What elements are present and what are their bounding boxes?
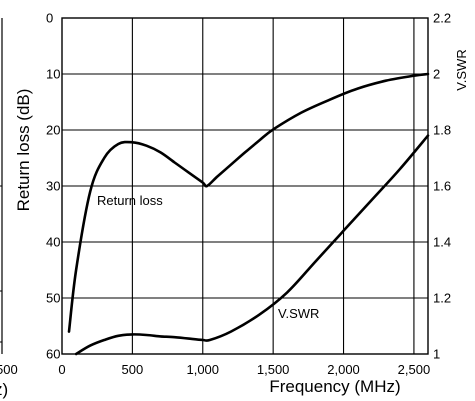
right-y-tick-label: 1.4: [433, 235, 451, 250]
x-axis-ticks: 0 500 1,000 1,500 2,000 2,500: [58, 362, 430, 377]
right-y-tick-label: 1.6: [433, 179, 451, 194]
left-panel-x-axis-title: z): [0, 380, 8, 399]
x-tick-label: 2,500: [398, 362, 431, 377]
left-y-tick-label: 60: [46, 347, 60, 362]
grid: [62, 18, 428, 354]
left-panel-fragment: 500 z): [0, 18, 18, 399]
left-y-axis-title: Return loss (dB): [14, 89, 33, 212]
right-y-tick-label: 2.2: [433, 11, 451, 26]
x-tick-label: 1,000: [186, 362, 219, 377]
right-y-tick-label: 2: [433, 67, 440, 82]
right-y-axis-ticks: 1 1.2 1.4 1.6 1.8 2 2.2: [433, 11, 451, 362]
x-tick-label: 2,000: [327, 362, 360, 377]
x-axis-title: Frequency (MHz): [269, 377, 400, 396]
left-y-tick-label: 30: [46, 179, 60, 194]
plot-frame: [61, 17, 429, 355]
x-tick-label: 0: [58, 362, 65, 377]
return-loss-series-line: [67, 72, 430, 333]
left-y-tick-label: 40: [46, 235, 60, 250]
left-y-tick-label: 0: [46, 11, 53, 26]
left-panel-x-tick-label: 500: [0, 362, 18, 377]
left-y-axis-ticks: 0 10 20 30 40 50 60: [46, 11, 60, 362]
left-y-tick-label: 20: [46, 123, 60, 138]
right-y-axis-title: V.SWR: [454, 49, 469, 90]
x-tick-label: 1,500: [257, 362, 290, 377]
v-swr-series-line: [74, 134, 430, 356]
series-layer: [67, 72, 430, 356]
right-y-tick-label: 1.2: [433, 291, 451, 306]
vswr-curve-label: V.SWR: [278, 306, 319, 321]
left-y-tick-label: 10: [46, 67, 60, 82]
return-loss-curve-label: Return loss: [97, 193, 163, 208]
right-y-tick-label: 1: [433, 347, 440, 362]
x-tick-label: 500: [122, 362, 144, 377]
right-y-tick-label: 1.8: [433, 123, 451, 138]
left-y-tick-label: 50: [46, 291, 60, 306]
